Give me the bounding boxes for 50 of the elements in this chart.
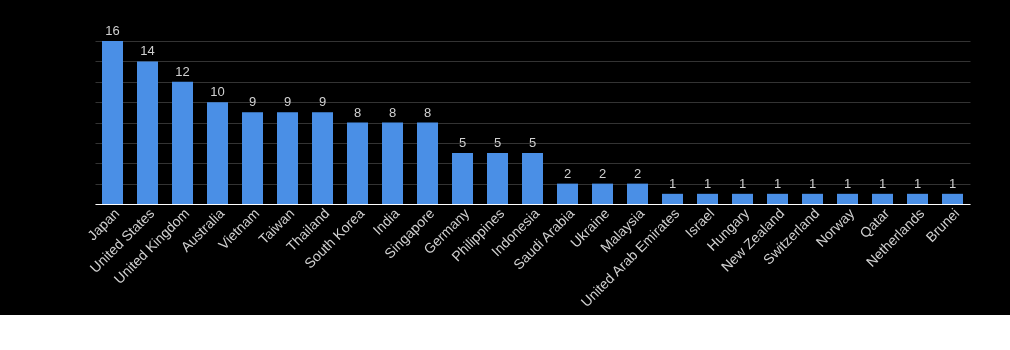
bar (207, 102, 228, 204)
bar (872, 193, 893, 204)
data-label: 9 (318, 94, 327, 110)
bar (277, 112, 298, 204)
data-label: 2 (563, 165, 572, 181)
data-label: 2 (633, 165, 642, 181)
bar (242, 112, 263, 204)
bar (767, 193, 788, 204)
bar (627, 183, 648, 204)
bar (347, 122, 368, 204)
data-label: 1 (668, 175, 677, 191)
data-label: 16 (105, 23, 120, 38)
bar (417, 122, 438, 204)
data-label: 9 (248, 94, 257, 110)
data-label: 14 (140, 43, 155, 59)
data-label: 8 (423, 104, 432, 120)
bar (907, 193, 928, 204)
bar (942, 193, 963, 204)
data-label: 1 (843, 175, 852, 191)
bar (487, 153, 508, 204)
bar (802, 193, 823, 204)
data-label: 1 (878, 175, 887, 191)
bar (662, 193, 683, 204)
bar (697, 193, 718, 204)
data-label: 1 (773, 175, 782, 191)
data-label: 1 (703, 175, 712, 191)
data-label: 1 (948, 175, 957, 191)
bar (172, 81, 193, 204)
data-label: 1 (808, 175, 817, 191)
bar (557, 183, 578, 204)
bar (592, 183, 613, 204)
data-label: 2 (598, 165, 607, 181)
data-label: 8 (388, 104, 397, 120)
bar (837, 193, 858, 204)
data-label: 5 (493, 135, 502, 151)
bar (137, 61, 158, 204)
bar (732, 193, 753, 204)
data-label: 1 (738, 175, 747, 191)
data-label: 5 (458, 135, 467, 151)
data-label: 10 (210, 84, 225, 100)
bar (522, 153, 543, 204)
data-label: 8 (353, 104, 362, 120)
data-label: 5 (528, 135, 537, 151)
bar (452, 153, 473, 204)
data-label: 12 (175, 63, 190, 79)
bar (312, 112, 333, 204)
bar (382, 122, 403, 204)
bar (102, 41, 123, 204)
data-label: 1 (913, 175, 922, 191)
data-label: 9 (283, 94, 292, 110)
